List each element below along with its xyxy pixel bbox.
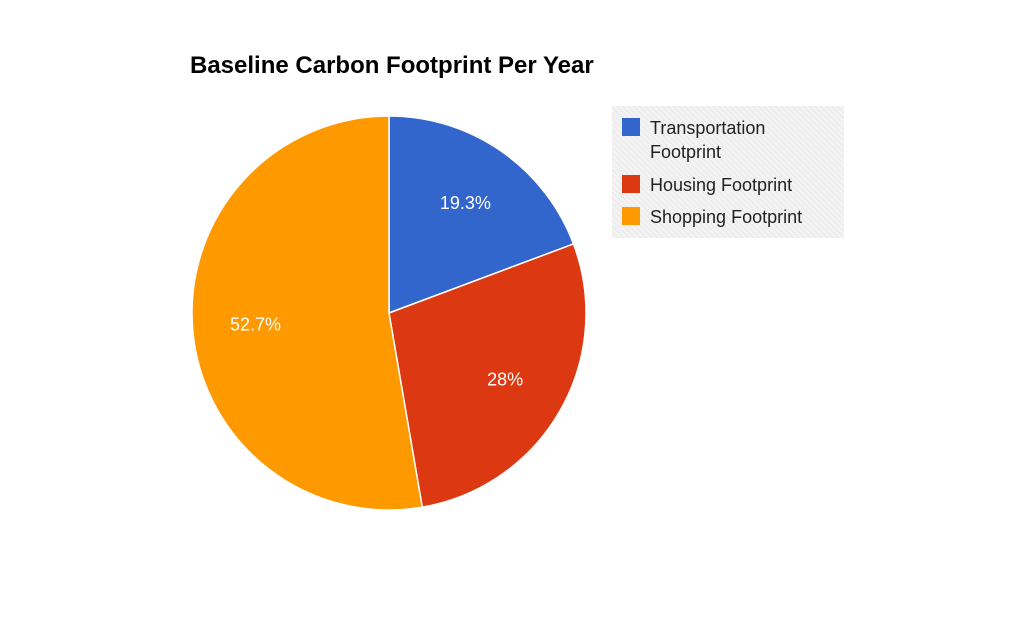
slice-label-transportation: 19.3% bbox=[440, 193, 491, 213]
chart-title: Baseline Carbon Footprint Per Year bbox=[190, 52, 594, 79]
slice-label-housing: 28% bbox=[487, 370, 523, 390]
legend-label-shopping: Shopping Footprint bbox=[650, 207, 803, 227]
pie-slice-transportation[interactable] bbox=[388, 115, 575, 315]
pie-slice-shopping[interactable] bbox=[191, 115, 424, 511]
legend-swatch-shopping bbox=[622, 207, 640, 225]
slice-label-shopping: 52.7% bbox=[230, 314, 281, 334]
legend-item-housing[interactable]: Housing Footprint bbox=[622, 173, 835, 197]
legend-label-transportation: Transportation Footprint bbox=[650, 118, 766, 162]
pie-slice-housing[interactable] bbox=[388, 242, 587, 509]
legend-label-housing: Housing Footprint bbox=[650, 175, 793, 195]
legend-item-transportation[interactable]: Transportation Footprint bbox=[622, 116, 835, 164]
legend-swatch-transportation bbox=[622, 118, 640, 136]
legend: Transportation Footprint Housing Footpri… bbox=[612, 106, 844, 238]
legend-item-shopping[interactable]: Shopping Footprint bbox=[622, 205, 835, 229]
legend-swatch-housing bbox=[622, 175, 640, 193]
